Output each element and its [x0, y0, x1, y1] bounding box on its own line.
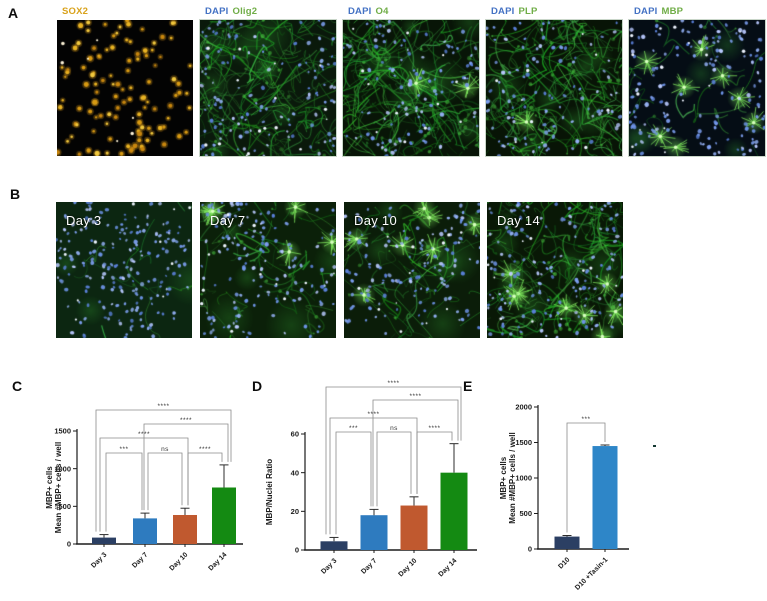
stray-speck [653, 445, 656, 447]
svg-text:***: *** [581, 416, 590, 423]
label-sox2: SOX2 [62, 6, 89, 17]
overlay-label-day-10: Day 10 [354, 213, 397, 228]
svg-text:MBP/Nuclei Ratio: MBP/Nuclei Ratio [265, 459, 274, 525]
svg-text:***: *** [119, 446, 128, 453]
svg-text:****: **** [180, 417, 192, 424]
svg-text:****: **** [157, 403, 169, 410]
label-dapi: DAPI [205, 6, 229, 17]
svg-text:Day 3: Day 3 [90, 551, 108, 569]
panel-d-label: D [252, 378, 263, 394]
svg-text:ns: ns [161, 446, 169, 453]
micrograph-sox2-title: SOX2 [62, 6, 88, 17]
day-7-fluorescence-image [200, 202, 336, 338]
overlay-label-day-3: Day 3 [66, 213, 102, 228]
micrograph-dapi-olig2: DAPI Olig2 [199, 6, 337, 157]
svg-text:20: 20 [291, 507, 299, 516]
svg-text:40: 40 [291, 468, 299, 477]
svg-text:0: 0 [528, 545, 532, 554]
svg-text:MBP+ cellsMean #MBP+ cells / w: MBP+ cellsMean #MBP+ cells / well [45, 442, 63, 533]
panel-e-label: E [463, 378, 473, 394]
label-o4: O4 [375, 6, 389, 17]
micrograph-o4-title: DAPI O4 [348, 6, 389, 17]
panel-b-label: B [10, 186, 21, 202]
chart-mbp-nuclei-ratio: 0 20 40 60 Day 3 Day 7 Day 10 Day 14 MBP/Nuclei … [265, 380, 477, 578]
svg-text:2000: 2000 [515, 403, 532, 412]
svg-text:****: **** [199, 446, 211, 453]
day-10-fluorescence-image [344, 202, 480, 338]
label-dapi: DAPI [491, 6, 515, 17]
overlay-label-day-14: Day 14 [497, 213, 540, 228]
label-dapi: DAPI [634, 6, 658, 17]
label-mbp: MBP [661, 6, 684, 17]
micrograph-plp-title: DAPI PLP [491, 6, 538, 17]
micrograph-day-7: Day 7 [200, 202, 336, 338]
svg-text:***: *** [349, 425, 358, 432]
svg-text:60: 60 [291, 430, 299, 439]
day-14-fluorescence-image [487, 202, 623, 338]
o4-fluorescence-image [342, 19, 480, 157]
day-3-fluorescence-image [56, 202, 192, 338]
micrograph-olig2-title: DAPI Olig2 [205, 6, 257, 17]
svg-text:1500: 1500 [515, 438, 532, 447]
svg-text:1500: 1500 [54, 427, 71, 436]
svg-text:****: **** [428, 425, 440, 432]
overlay-label-day-7: Day 7 [210, 213, 246, 228]
svg-text:Day 14: Day 14 [437, 557, 458, 578]
svg-text:500: 500 [519, 509, 532, 518]
panel-c-label: C [12, 378, 23, 394]
chart-mbp-cells-by-day: 0 500 1000 1500 Day 3 Day 7 Day 10 Day 14 MBP+ c… [45, 403, 243, 572]
micrograph-day-10: Day 10 [344, 202, 480, 338]
chart-tasin-comparison: 0 500 1000 1500 2000 D10 D10 +Tasin-1 MBP+ cell… [499, 403, 629, 592]
svg-text:Day 7: Day 7 [360, 557, 378, 575]
micrograph-dapi-mbp: DAPI MBP [628, 6, 766, 157]
svg-text:1000: 1000 [54, 464, 71, 473]
sox2-fluorescence-image [57, 20, 193, 156]
mbp-fluorescence-image [628, 19, 766, 157]
svg-text:D10: D10 [557, 556, 571, 570]
svg-text:****: **** [409, 393, 421, 400]
micrograph-mbp-title: DAPI MBP [634, 6, 683, 17]
svg-text:Day 7: Day 7 [131, 551, 149, 569]
svg-text:0: 0 [295, 546, 299, 555]
plp-fluorescence-image [485, 19, 623, 157]
svg-text:Day 10: Day 10 [168, 551, 189, 572]
svg-text:****: **** [387, 380, 399, 387]
svg-text:Day 14: Day 14 [207, 551, 228, 572]
svg-text:Day 10: Day 10 [397, 557, 418, 578]
micrograph-day-3: Day 3 [56, 202, 192, 338]
svg-text:MBP+ cellsMean #MBP+ cells / w: MBP+ cellsMean #MBP+ cells / well [499, 432, 517, 523]
label-plp: PLP [518, 6, 538, 17]
olig2-fluorescence-image [199, 19, 337, 157]
micrograph-dapi-plp: DAPI PLP [485, 6, 623, 157]
svg-text:****: **** [367, 411, 379, 418]
svg-text:0: 0 [67, 540, 71, 549]
svg-text:1000: 1000 [515, 474, 532, 483]
micrograph-dapi-o4: DAPI O4 [342, 6, 480, 157]
micrograph-day-14: Day 14 [487, 202, 623, 338]
svg-text:ns: ns [390, 425, 398, 432]
svg-text:D10 +Tasin-1: D10 +Tasin-1 [574, 556, 609, 591]
svg-text:500: 500 [58, 502, 71, 511]
panel-a-label: A [8, 5, 19, 21]
micrograph-sox2: SOX2 [57, 6, 193, 156]
label-dapi: DAPI [348, 6, 372, 17]
svg-text:Day 3: Day 3 [320, 557, 338, 575]
label-olig2: Olig2 [232, 6, 258, 17]
